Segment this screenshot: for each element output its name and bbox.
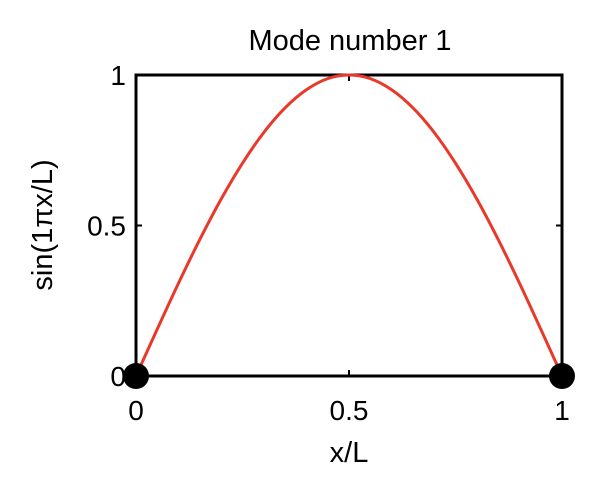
node-marker-right-node <box>549 363 575 389</box>
x-tick-label: 1 <box>554 395 570 426</box>
y-axis-label: sin(1πx/L) <box>27 159 59 290</box>
series-layer <box>134 73 564 377</box>
axis-ticks <box>135 74 563 377</box>
y-tick-label: 1 <box>110 60 126 91</box>
y-tick-label: 0.5 <box>87 211 126 242</box>
marker-layer <box>123 363 575 389</box>
series-line-mode-1 <box>134 73 564 377</box>
node-marker-left-node <box>123 363 149 389</box>
y-tick-label: 0 <box>110 361 126 392</box>
x-tick-label: 0.5 <box>330 395 369 426</box>
axis-tick-labels: 0 0.5 1 0 0.5 1 <box>87 60 570 426</box>
x-tick-label: 0 <box>128 395 144 426</box>
chart-title: Mode number 1 <box>248 25 451 57</box>
x-axis-label: x/L <box>330 437 369 469</box>
plot-frame <box>134 73 564 378</box>
